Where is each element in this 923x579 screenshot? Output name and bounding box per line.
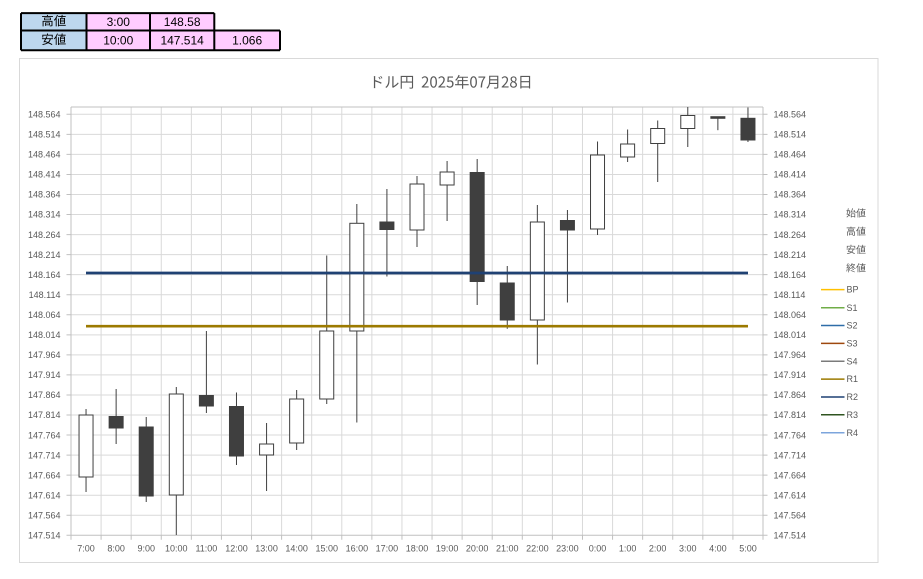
svg-text:R3: R3 <box>847 410 859 420</box>
svg-text:0:00: 0:00 <box>589 544 607 554</box>
svg-text:148.264: 148.264 <box>774 230 807 240</box>
svg-text:148.58: 148.58 <box>164 15 201 29</box>
svg-text:147.614: 147.614 <box>774 490 807 500</box>
svg-text:R4: R4 <box>847 428 859 438</box>
svg-text:148.364: 148.364 <box>28 190 61 200</box>
svg-text:147.964: 147.964 <box>774 350 807 360</box>
svg-text:148.414: 148.414 <box>774 170 807 180</box>
svg-text:R1: R1 <box>847 374 859 384</box>
svg-text:5:00: 5:00 <box>739 544 757 554</box>
svg-text:147.964: 147.964 <box>28 350 61 360</box>
svg-text:1.066: 1.066 <box>232 34 262 48</box>
svg-text:147.614: 147.614 <box>28 490 61 500</box>
svg-text:147.664: 147.664 <box>774 470 807 480</box>
svg-text:147.564: 147.564 <box>28 510 61 520</box>
svg-text:148.014: 148.014 <box>28 330 61 340</box>
svg-text:21:00: 21:00 <box>496 544 519 554</box>
svg-text:148.314: 148.314 <box>774 210 807 220</box>
svg-text:20:00: 20:00 <box>466 544 489 554</box>
svg-text:147.814: 147.814 <box>28 410 61 420</box>
svg-text:12:00: 12:00 <box>225 544 248 554</box>
svg-text:147.864: 147.864 <box>28 390 61 400</box>
svg-text:147.664: 147.664 <box>28 470 61 480</box>
svg-text:148.214: 148.214 <box>774 250 807 260</box>
svg-text:2:00: 2:00 <box>649 544 667 554</box>
svg-text:3:00: 3:00 <box>107 15 131 29</box>
svg-text:147.914: 147.914 <box>28 370 61 380</box>
svg-text:147.564: 147.564 <box>774 510 807 520</box>
svg-text:13:00: 13:00 <box>255 544 278 554</box>
svg-text:147.514: 147.514 <box>160 34 204 48</box>
svg-text:S4: S4 <box>847 356 858 366</box>
svg-text:14:00: 14:00 <box>285 544 308 554</box>
svg-text:10:00: 10:00 <box>103 34 133 48</box>
svg-text:S1: S1 <box>847 303 858 313</box>
svg-text:148.564: 148.564 <box>28 110 61 120</box>
svg-text:147.914: 147.914 <box>774 370 807 380</box>
svg-text:148.164: 148.164 <box>28 270 61 280</box>
svg-text:S3: S3 <box>847 339 858 349</box>
svg-text:147.514: 147.514 <box>774 531 807 541</box>
svg-text:148.114: 148.114 <box>774 290 806 300</box>
svg-text:148.264: 148.264 <box>28 230 61 240</box>
svg-text:148.414: 148.414 <box>28 170 61 180</box>
svg-text:23:00: 23:00 <box>556 544 579 554</box>
svg-text:11:00: 11:00 <box>195 544 217 554</box>
svg-text:147.814: 147.814 <box>774 410 807 420</box>
svg-text:7:00: 7:00 <box>77 544 95 554</box>
svg-text:147.714: 147.714 <box>774 450 807 460</box>
svg-text:22:00: 22:00 <box>526 544 549 554</box>
svg-text:148.014: 148.014 <box>774 330 807 340</box>
svg-text:3:00: 3:00 <box>679 544 697 554</box>
svg-text:148.464: 148.464 <box>28 150 61 160</box>
svg-text:148.064: 148.064 <box>774 310 807 320</box>
svg-text:148.514: 148.514 <box>774 130 807 140</box>
svg-text:147.764: 147.764 <box>774 430 807 440</box>
svg-text:9:00: 9:00 <box>137 544 155 554</box>
svg-text:148.114: 148.114 <box>29 290 61 300</box>
svg-text:148.514: 148.514 <box>28 130 61 140</box>
svg-text:147.514: 147.514 <box>28 531 61 541</box>
svg-text:147.864: 147.864 <box>774 390 807 400</box>
svg-text:1:00: 1:00 <box>619 544 637 554</box>
svg-text:16:00: 16:00 <box>346 544 369 554</box>
svg-text:148.064: 148.064 <box>28 310 61 320</box>
svg-text:BP: BP <box>847 285 859 295</box>
svg-text:148.214: 148.214 <box>28 250 61 260</box>
svg-text:15:00: 15:00 <box>315 544 338 554</box>
svg-text:8:00: 8:00 <box>107 544 125 554</box>
svg-text:148.364: 148.364 <box>774 190 807 200</box>
svg-text:17:00: 17:00 <box>376 544 399 554</box>
svg-text:148.314: 148.314 <box>28 210 61 220</box>
svg-text:148.564: 148.564 <box>774 110 807 120</box>
svg-text:147.714: 147.714 <box>28 450 61 460</box>
svg-text:148.164: 148.164 <box>774 270 807 280</box>
svg-text:4:00: 4:00 <box>709 544 727 554</box>
svg-text:R2: R2 <box>847 392 859 402</box>
svg-text:18:00: 18:00 <box>406 544 429 554</box>
svg-text:S2: S2 <box>847 321 858 331</box>
svg-text:148.464: 148.464 <box>774 150 807 160</box>
svg-text:19:00: 19:00 <box>436 544 459 554</box>
svg-text:147.764: 147.764 <box>28 430 61 440</box>
svg-text:10:00: 10:00 <box>165 544 188 554</box>
